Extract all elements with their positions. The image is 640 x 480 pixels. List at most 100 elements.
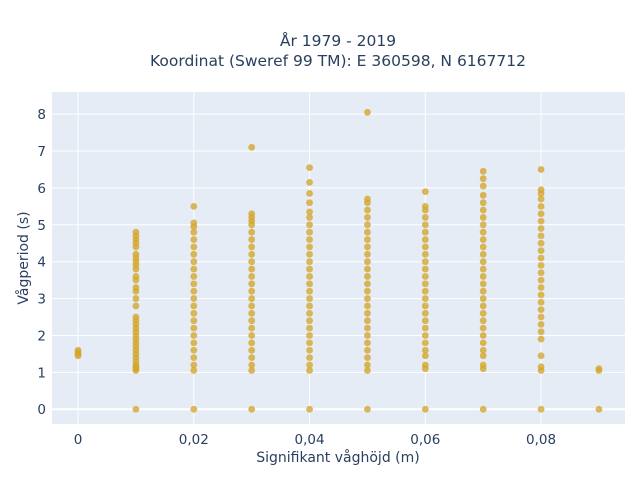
- data-point: [364, 324, 371, 332]
- data-point: [306, 199, 313, 207]
- data-point: [306, 208, 313, 216]
- data-point: [306, 228, 313, 236]
- data-point: [421, 361, 429, 369]
- data-point: [364, 339, 371, 347]
- grid-lines: [52, 92, 625, 424]
- data-point: [364, 354, 371, 361]
- data-point: [248, 317, 256, 325]
- data-point: [248, 265, 256, 273]
- chart-title-line-2: Koordinat (Sweref 99 TM): E 360598, N 61…: [150, 52, 526, 70]
- data-point: [479, 228, 487, 236]
- data-point: [306, 346, 313, 354]
- data-point: [248, 287, 256, 295]
- data-point: [421, 258, 429, 266]
- data-point: [132, 273, 140, 280]
- data-point: [479, 405, 487, 413]
- data-point: [421, 273, 429, 280]
- data-point: [306, 367, 313, 374]
- data-point: [537, 210, 545, 218]
- data-point: [306, 302, 313, 310]
- data-point: [421, 280, 429, 288]
- x-tick-label: 0,06: [410, 432, 440, 448]
- data-point: [421, 287, 429, 295]
- y-tick-label: 8: [37, 107, 46, 123]
- x-tick-label: 0,02: [179, 432, 209, 448]
- data-point: [537, 202, 545, 210]
- data-point: [364, 214, 371, 221]
- data-point: [306, 309, 313, 317]
- data-point: [306, 354, 313, 361]
- data-point: [479, 258, 487, 266]
- data-point: [479, 175, 487, 183]
- x-tick-label: 0: [74, 432, 83, 448]
- data-point: [190, 273, 198, 280]
- data-point: [479, 332, 487, 339]
- data-point: [421, 188, 429, 196]
- data-point: [306, 273, 313, 280]
- data-point: [364, 309, 371, 317]
- data-point: [306, 339, 313, 347]
- data-point: [479, 361, 487, 369]
- data-point: [537, 306, 545, 314]
- data-point: [364, 273, 371, 280]
- data-point: [364, 295, 371, 302]
- data-point: [537, 352, 545, 360]
- y-tick-label: 3: [37, 292, 46, 308]
- data-point: [421, 332, 429, 339]
- y-tick-label: 1: [37, 365, 46, 381]
- data-point: [74, 346, 82, 354]
- data-point: [479, 182, 487, 190]
- data-point: [248, 324, 256, 332]
- data-point: [306, 243, 313, 251]
- data-point: [537, 328, 545, 336]
- data-point: [364, 302, 371, 310]
- data-point: [421, 202, 429, 210]
- data-point: [132, 313, 140, 321]
- data-point: [421, 214, 429, 221]
- data-point: [479, 302, 487, 310]
- data-point: [248, 273, 256, 280]
- data-point: [537, 166, 545, 173]
- data-point: [537, 186, 545, 194]
- data-point: [479, 280, 487, 288]
- data-point: [248, 339, 256, 347]
- data-point: [190, 258, 198, 266]
- data-point: [190, 346, 198, 354]
- data-point: [421, 346, 429, 354]
- data-point: [537, 291, 545, 299]
- data-point: [248, 354, 256, 361]
- data-point: [421, 250, 429, 258]
- data-point: [248, 258, 256, 266]
- data-point: [537, 247, 545, 255]
- data-point: [364, 258, 371, 266]
- data-point: [364, 221, 371, 229]
- plot-area: [52, 92, 625, 424]
- data-point: [537, 269, 545, 277]
- data-point: [421, 324, 429, 332]
- data-point: [190, 236, 198, 243]
- data-point: [306, 221, 313, 229]
- data-point: [479, 287, 487, 295]
- data-point: [190, 202, 198, 210]
- data-point: [479, 243, 487, 251]
- data-point: [537, 239, 545, 247]
- data-point: [595, 405, 603, 413]
- data-point: [479, 339, 487, 347]
- y-axis-title: Vågperiod (s): [15, 211, 32, 304]
- data-point: [306, 361, 313, 369]
- data-point: [248, 367, 256, 374]
- data-point: [421, 302, 429, 310]
- data-point: [248, 143, 256, 151]
- data-point: [364, 280, 371, 288]
- data-point: [132, 250, 140, 258]
- data-point: [306, 332, 313, 339]
- data-point: [248, 210, 256, 218]
- x-axis-title: Signifikant våghöjd (m): [256, 449, 419, 466]
- chart-title: År 1979 - 2019 Koordinat (Sweref 99 TM):…: [150, 31, 526, 70]
- data-point: [537, 321, 545, 328]
- data-point: [595, 365, 603, 373]
- data-point: [190, 309, 198, 317]
- data-point: [190, 280, 198, 288]
- data-point: [248, 250, 256, 258]
